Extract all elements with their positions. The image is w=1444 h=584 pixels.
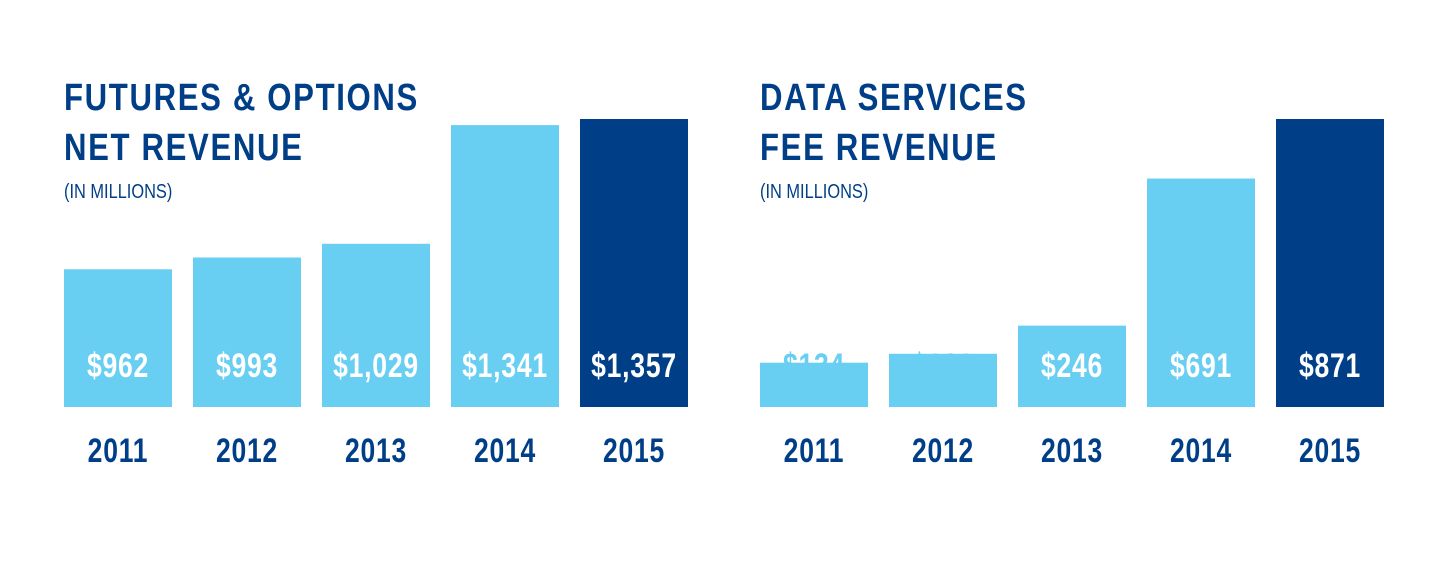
- data-label: $161: [912, 347, 974, 385]
- bar-2015: [1276, 119, 1384, 407]
- x-tick-label: 2015: [603, 432, 665, 470]
- bar-2011: [760, 362, 868, 407]
- chart-2: DATA SERVICES FEE REVENUE (IN MILLIONS) $13…: [760, 77, 1384, 470]
- x-tick-label: 2013: [345, 432, 407, 470]
- data-label: $993: [216, 347, 278, 385]
- x-tick-label: 2014: [474, 432, 536, 470]
- bar-2011: [64, 269, 172, 407]
- chart-title: FUTURES & OPTIONS: [64, 77, 419, 119]
- data-label: $1,341: [462, 347, 548, 385]
- bar-2013: [1018, 325, 1126, 407]
- bar-2013: [322, 243, 430, 407]
- chart-title: NET REVENUE: [64, 127, 304, 169]
- x-tick-label: 2011: [784, 432, 845, 470]
- chart-title: FEE REVENUE: [760, 127, 998, 169]
- data-label: $871: [1299, 347, 1361, 385]
- bar-2014: [451, 125, 559, 407]
- bar-2015: [580, 119, 688, 407]
- chart-title: DATA SERVICES: [760, 77, 1028, 119]
- bar-2012: [889, 353, 997, 407]
- data-label: $134: [783, 347, 845, 385]
- data-label: $246: [1041, 347, 1103, 385]
- data-label: $1,357: [591, 347, 677, 385]
- chart-subtitle: (IN MILLIONS): [760, 179, 868, 202]
- x-tick-label: 2012: [216, 432, 278, 470]
- x-tick-label: 2013: [1041, 432, 1103, 470]
- chart-subtitle: (IN MILLIONS): [64, 179, 172, 202]
- x-tick-label: 2015: [1299, 432, 1361, 470]
- data-label: $691: [1170, 347, 1232, 385]
- data-label: $1,029: [333, 347, 419, 385]
- bar-2012: [193, 257, 301, 407]
- data-label: $962: [87, 347, 149, 385]
- x-tick-label: 2012: [912, 432, 974, 470]
- bar-2014: [1147, 178, 1255, 407]
- chart-1: FUTURES & OPTIONS NET REVENUE (IN MILLIONS…: [64, 77, 688, 470]
- x-tick-label: 2011: [88, 432, 149, 470]
- x-tick-label: 2014: [1170, 432, 1232, 470]
